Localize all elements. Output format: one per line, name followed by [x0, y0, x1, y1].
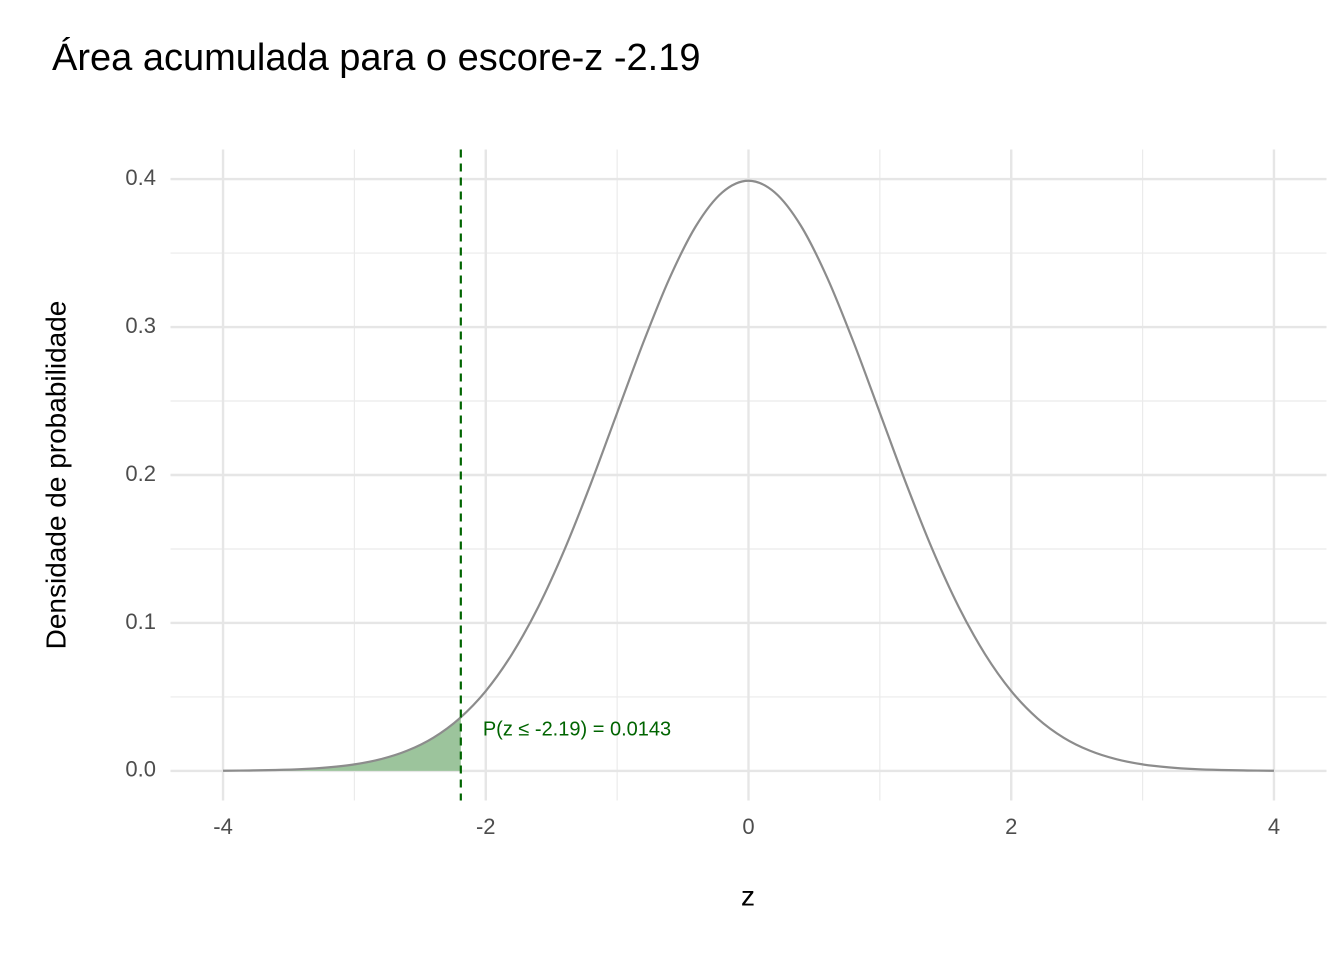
y-tick-label: 0.2 [125, 461, 156, 486]
y-axis-title: Densidade de probabilidade [40, 301, 71, 650]
x-tick-label: -2 [476, 814, 496, 839]
annotation: P(z ≤ -2.19) = 0.0143 [483, 718, 671, 740]
x-tick-label: 4 [1268, 814, 1280, 839]
chart-title: Área acumulada para o escore-z -2.19 [52, 36, 700, 79]
x-tick-label: -4 [213, 814, 233, 839]
x-axis-title: z [741, 880, 755, 911]
density-curve [223, 179, 1274, 772]
shaded-area [223, 716, 462, 771]
y-tick-label: 0.3 [125, 313, 156, 338]
y-tick-label: 0.1 [125, 609, 156, 634]
y-tick-label: 0.0 [125, 757, 156, 782]
y-tick-label: 0.4 [125, 165, 156, 190]
x-tick-label: 2 [1005, 814, 1017, 839]
x-tick-label: 0 [742, 814, 754, 839]
